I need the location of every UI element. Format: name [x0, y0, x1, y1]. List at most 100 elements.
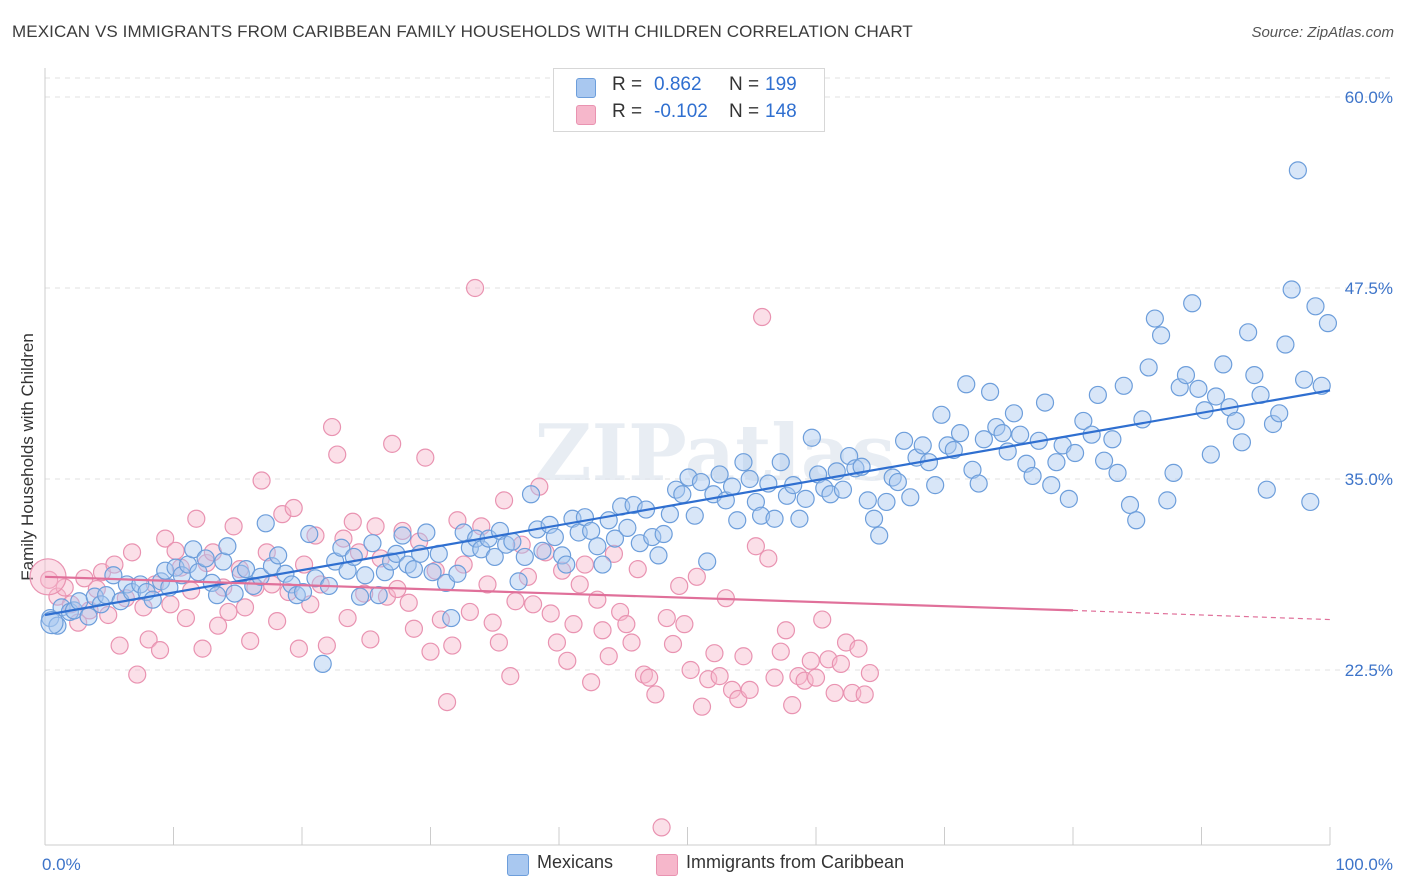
data-point-caribbean: [317, 636, 336, 655]
data-point-mexicans: [654, 524, 673, 544]
data-point-mexicans: [1288, 161, 1307, 180]
data-point-mexicans: [306, 569, 325, 588]
data-point-mexicans: [356, 566, 375, 585]
axes: Family Households with Children: [18, 68, 1331, 846]
data-point-caribbean: [416, 448, 435, 467]
data-point-caribbean: [699, 670, 718, 689]
data-point-mexicans: [944, 440, 963, 460]
data-point-caribbean: [421, 642, 440, 661]
data-point-mexicans: [1074, 411, 1093, 431]
data-point-caribbean: [273, 505, 292, 524]
data-point-mexicans: [698, 552, 717, 571]
data-point-caribbean: [393, 521, 412, 541]
data-point-mexicans: [521, 485, 541, 504]
data-point-caribbean: [161, 595, 180, 614]
data-point-caribbean: [518, 567, 538, 586]
data-point-mexicans: [503, 532, 522, 551]
data-point-caribbean: [489, 633, 508, 652]
data-point-caribbean: [759, 549, 778, 568]
data-point-mexicans: [1023, 466, 1042, 486]
stats-legend: R = 0.862 N = 199 R = -0.102 N = 148: [553, 68, 825, 132]
data-point-mexicans: [877, 492, 896, 512]
trend-line-caribbean: [44, 575, 1074, 612]
data-point-caribbean: [617, 615, 636, 634]
data-point-mexicans: [553, 546, 572, 565]
data-point-mexicans: [1011, 425, 1030, 444]
data-point-mexicans: [957, 375, 976, 394]
data-point-caribbean: [831, 654, 850, 673]
data-point-caribbean: [139, 630, 158, 649]
data-point-mexicans: [1103, 430, 1122, 449]
data-point-mexicans: [913, 436, 932, 455]
r-value: -0.102: [654, 101, 708, 122]
data-point-caribbean: [166, 541, 185, 560]
data-point-mexicans: [1282, 280, 1301, 299]
data-point-mexicans: [1127, 511, 1146, 530]
data-point-mexicans: [404, 560, 424, 579]
data-point-caribbean: [681, 660, 700, 680]
data-point-mexicans: [894, 431, 914, 450]
r-label: R =: [612, 101, 643, 122]
tick-labels: 60.0% 47.5% 35.0% 22.5% 0.0% 100.0%: [42, 88, 1393, 874]
watermark-text: ZIPatlas: [535, 408, 896, 499]
data-point-caribbean: [795, 671, 814, 690]
data-point-caribbean: [366, 517, 385, 536]
data-point-caribbean: [657, 608, 676, 628]
data-point-mexicans: [48, 616, 67, 635]
data-point-mexicans: [369, 586, 388, 605]
data-point-caribbean: [99, 605, 118, 625]
data-point-caribbean: [478, 575, 497, 594]
data-point-mexicans: [685, 506, 704, 525]
data-point-caribbean: [734, 647, 753, 666]
data-point-mexicans: [1145, 309, 1164, 328]
data-point-mexicans: [1176, 365, 1196, 385]
data-point-mexicans: [771, 453, 790, 472]
y-tick-label: 35.0%: [1345, 470, 1393, 489]
data-point-mexicans: [796, 489, 815, 508]
data-point-caribbean: [208, 616, 228, 635]
data-point-caribbean: [652, 818, 671, 837]
data-point-mexicans: [448, 564, 467, 583]
data-point-caribbean: [593, 621, 612, 640]
n-label: N =: [729, 74, 760, 95]
data-point-mexicans: [864, 509, 884, 528]
data-point-mexicans: [236, 560, 256, 579]
data-point-mexicans: [1042, 476, 1061, 495]
data-point-caribbean: [289, 639, 308, 658]
data-point-mexicans: [293, 582, 313, 602]
y-tick-label: 60.0%: [1345, 88, 1393, 107]
n-label: N =: [729, 101, 760, 122]
data-point-mexicans: [605, 529, 625, 548]
data-point-caribbean: [564, 615, 583, 634]
data-point-caribbean: [692, 697, 712, 716]
data-point-mexicans: [184, 540, 203, 559]
data-point-mexicans: [207, 586, 227, 605]
data-point-mexicans: [691, 472, 711, 492]
data-point-mexicans: [1189, 379, 1208, 398]
data-point-caribbean: [771, 642, 790, 661]
data-point-mexicans: [269, 546, 288, 565]
data-point-mexicans: [649, 546, 668, 565]
data-point-caribbean: [663, 634, 683, 654]
data-point-caribbean: [776, 621, 796, 640]
data-point-caribbean: [646, 685, 665, 704]
data-point-caribbean: [55, 578, 74, 597]
data-point-mexicans: [40, 611, 64, 635]
data-point-mexicans: [313, 654, 332, 673]
chart-source: Source: ZipAtlas.com: [1251, 24, 1394, 41]
data-point-mexicans: [673, 485, 692, 504]
data-point-mexicans: [950, 424, 970, 443]
data-point-mexicans: [888, 472, 907, 492]
data-point-mexicans: [993, 424, 1012, 443]
data-point-mexicans: [593, 555, 612, 574]
data-point-mexicans: [256, 514, 275, 533]
data-point-mexicans: [332, 538, 351, 557]
data-point-mexicans: [1094, 451, 1114, 470]
data-point-caribbean: [128, 665, 147, 684]
n-value: 199: [765, 74, 797, 95]
data-point-caribbean: [193, 639, 212, 658]
data-point-mexicans: [375, 563, 395, 582]
data-point-mexicans: [1257, 480, 1276, 499]
legend-swatch-blue: [576, 78, 596, 98]
data-point-mexicans: [460, 538, 479, 557]
